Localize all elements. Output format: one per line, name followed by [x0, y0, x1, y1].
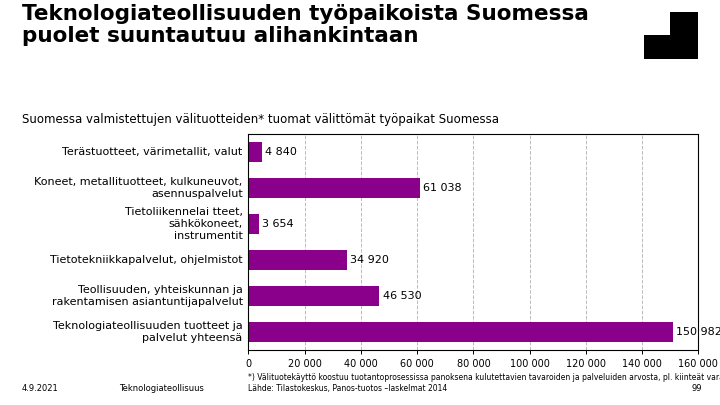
Text: 34 920: 34 920: [350, 255, 389, 265]
Text: Teollisuuden, yhteiskunnan ja
rakentamisen asiantuntijapalvelut: Teollisuuden, yhteiskunnan ja rakentamis…: [52, 286, 243, 307]
Text: 99: 99: [691, 384, 702, 393]
Bar: [644, 12, 670, 34]
Bar: [248, 214, 258, 234]
Text: 4.9.2021: 4.9.2021: [22, 384, 58, 393]
Text: Terästuotteet, värimetallit, valut: Terästuotteet, värimetallit, valut: [63, 147, 243, 157]
Bar: [248, 250, 346, 270]
Text: *) Välituotekäyttö koostuu tuotantoprosessissa panoksena kulutettavien tavaroide: *) Välituotekäyttö koostuu tuotantoprose…: [248, 373, 720, 393]
Text: Tietotekniikkapalvelut, ohjelmistot: Tietotekniikkapalvelut, ohjelmistot: [50, 255, 243, 265]
Text: 4 840: 4 840: [266, 147, 297, 157]
Text: Teknologiateollisuus: Teknologiateollisuus: [119, 384, 204, 393]
Text: 46 530: 46 530: [382, 291, 421, 301]
Text: 61 038: 61 038: [423, 183, 462, 193]
Bar: [248, 178, 420, 198]
Bar: [248, 286, 379, 306]
Text: 3 654: 3 654: [262, 219, 294, 229]
Text: Teknologiateollisuuden työpaikoista Suomessa
puolet suuntautuu alihankintaan: Teknologiateollisuuden työpaikoista Suom…: [22, 4, 588, 47]
Text: Teknologiateollisuuden tuotteet ja
palvelut yhteensä: Teknologiateollisuuden tuotteet ja palve…: [53, 322, 243, 343]
Text: 150 982: 150 982: [676, 327, 720, 337]
Bar: [248, 322, 673, 342]
Bar: [248, 142, 262, 162]
Text: Koneet, metallituotteet, kulkuneuvot,
asennuspalvelut: Koneet, metallituotteet, kulkuneuvot, as…: [35, 177, 243, 198]
Text: Tietoliikennelai tteet,
sähkökoneet,
instrumentit: Tietoliikennelai tteet, sähkökoneet, ins…: [125, 207, 243, 241]
Text: Suomessa valmistettujen välituotteiden* tuomat välittömät työpaikat Suomessa: Suomessa valmistettujen välituotteiden* …: [22, 113, 498, 126]
